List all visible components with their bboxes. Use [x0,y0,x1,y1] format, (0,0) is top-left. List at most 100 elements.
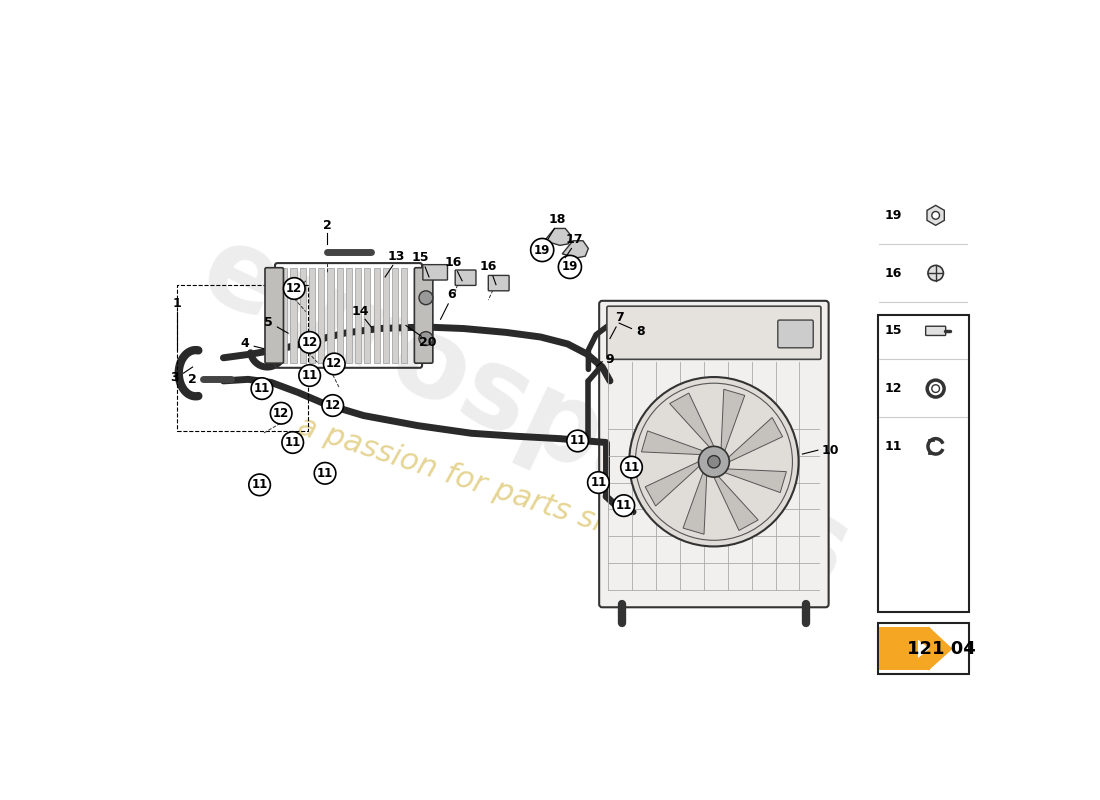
Text: 12: 12 [324,399,341,412]
Text: 6: 6 [447,288,455,301]
FancyBboxPatch shape [878,623,969,674]
Polygon shape [282,268,287,363]
FancyBboxPatch shape [265,268,284,363]
Circle shape [707,455,721,468]
Polygon shape [318,268,324,363]
Polygon shape [392,268,398,363]
Text: 12: 12 [327,358,342,370]
Text: 12: 12 [884,382,902,395]
FancyBboxPatch shape [778,320,813,348]
Text: 7: 7 [615,311,624,324]
Polygon shape [383,268,389,363]
Text: 2: 2 [188,373,197,386]
Circle shape [932,211,939,219]
Text: 12: 12 [301,336,318,349]
FancyBboxPatch shape [488,275,509,291]
Circle shape [928,266,944,281]
FancyBboxPatch shape [415,268,433,363]
Circle shape [559,255,582,278]
Circle shape [271,402,292,424]
Polygon shape [544,229,572,246]
Text: 11: 11 [317,467,333,480]
Text: 14: 14 [352,305,370,318]
Text: 18: 18 [549,213,566,226]
Text: 11: 11 [624,461,639,474]
Circle shape [419,332,433,346]
FancyBboxPatch shape [455,270,476,286]
Text: 19: 19 [534,243,550,257]
Text: 11: 11 [252,478,267,491]
Text: eurospares: eurospares [184,214,867,609]
Text: 16: 16 [480,261,497,274]
Polygon shape [337,268,343,363]
Circle shape [299,365,320,386]
Text: 19: 19 [562,261,579,274]
Text: 10: 10 [822,444,839,457]
Polygon shape [725,469,786,493]
Polygon shape [299,268,306,363]
Polygon shape [728,418,782,462]
Polygon shape [641,431,703,454]
Circle shape [927,380,944,397]
FancyBboxPatch shape [607,306,821,359]
Circle shape [419,291,433,305]
Circle shape [322,394,343,416]
Circle shape [284,278,305,299]
Text: 19: 19 [884,209,902,222]
FancyBboxPatch shape [926,326,946,335]
Text: 11: 11 [884,440,902,453]
Circle shape [932,385,939,393]
Text: 20: 20 [419,336,437,349]
Polygon shape [714,477,758,530]
Text: 12: 12 [286,282,302,295]
Polygon shape [670,393,714,447]
Text: a passion for parts since 1985: a passion for parts since 1985 [294,411,741,582]
Circle shape [315,462,336,484]
Circle shape [698,446,729,477]
Text: 2: 2 [323,219,332,232]
Text: 11: 11 [616,499,631,512]
Polygon shape [328,268,333,363]
Text: 9: 9 [606,353,614,366]
FancyBboxPatch shape [600,301,828,607]
Text: 15: 15 [411,251,429,264]
Polygon shape [683,473,706,534]
FancyBboxPatch shape [422,265,448,280]
Text: 11: 11 [301,369,318,382]
Polygon shape [562,241,588,258]
Circle shape [282,432,304,454]
Circle shape [629,377,799,546]
Polygon shape [374,268,379,363]
Text: 11: 11 [591,476,606,489]
Text: 16: 16 [444,256,462,269]
Polygon shape [402,268,407,363]
Text: 121 04: 121 04 [906,640,976,658]
Text: 11: 11 [285,436,300,449]
Text: 12: 12 [273,406,289,420]
Text: 11: 11 [254,382,270,395]
Polygon shape [309,268,315,363]
Circle shape [249,474,271,496]
Circle shape [299,332,320,353]
FancyBboxPatch shape [880,627,929,670]
Polygon shape [917,640,930,658]
Text: 8: 8 [637,325,645,338]
Text: 15: 15 [884,324,902,338]
Circle shape [620,456,642,478]
Text: 17: 17 [565,233,583,246]
Circle shape [613,495,635,517]
Circle shape [251,378,273,399]
Text: 13: 13 [387,250,405,262]
Text: 4: 4 [241,338,250,350]
Polygon shape [290,268,297,363]
Polygon shape [722,390,745,451]
Text: 16: 16 [884,266,902,280]
Text: 5: 5 [264,316,273,329]
Polygon shape [927,206,944,226]
Polygon shape [364,268,371,363]
Text: 1: 1 [173,298,182,310]
Polygon shape [646,462,700,506]
Circle shape [587,472,609,494]
Circle shape [566,430,588,452]
Circle shape [530,238,553,262]
